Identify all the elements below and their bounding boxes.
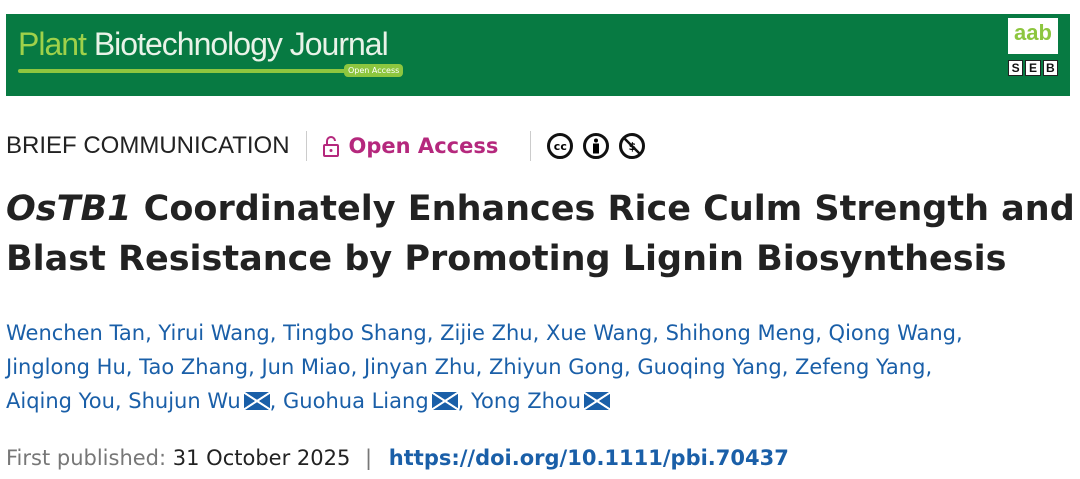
author-link[interactable]: Tingbo Shang <box>283 321 427 345</box>
cc-icon[interactable]: cc <box>547 133 574 159</box>
unlock-icon <box>322 136 339 157</box>
mail-icon[interactable] <box>243 392 270 410</box>
mail-icon[interactable] <box>584 392 611 410</box>
author-link[interactable]: Tao Zhang <box>139 355 249 379</box>
open-access-tag: Open Access <box>344 64 404 77</box>
author-link[interactable]: Shujun Wu <box>128 389 241 413</box>
open-access-label[interactable]: Open Access <box>322 134 498 158</box>
author-link[interactable]: Aiqing You <box>6 389 115 413</box>
author-link[interactable]: Jinyan Zhu <box>363 355 476 379</box>
author-link[interactable]: Yirui Wang <box>158 321 270 345</box>
nc-icon[interactable]: $ <box>619 133 646 159</box>
author-link[interactable]: Jinglong Hu <box>6 355 126 379</box>
author-link[interactable]: Guoqing Yang <box>637 355 782 379</box>
author-link[interactable]: Zefeng Yang <box>795 355 926 379</box>
publish-date: 31 October 2025 <box>172 446 351 470</box>
author-link[interactable]: Wenchen Tan <box>6 321 146 345</box>
article-type: BRIEF COMMUNICATION <box>6 132 290 159</box>
journal-title: Plant Biotechnology Journal <box>18 26 389 62</box>
author-link[interactable]: Yong Zhou <box>471 389 582 413</box>
author-link[interactable]: Zhiyun Gong <box>488 355 624 379</box>
by-icon[interactable] <box>583 133 610 159</box>
journal-banner[interactable]: Plant Biotechnology Journal Open Access … <box>6 14 1070 96</box>
aab-logo: aab <box>1008 18 1058 54</box>
author-link[interactable]: Jun Miao <box>261 355 351 379</box>
article-meta: BRIEF COMMUNICATION Open Access cc $ <box>6 131 646 161</box>
author-link[interactable]: Shihong Meng <box>665 321 816 345</box>
divider <box>305 131 307 161</box>
divider <box>530 131 532 161</box>
article-title: OsTB1 Coordinately Enhances Rice Culm St… <box>6 189 1075 279</box>
banner-bar <box>18 69 348 73</box>
license-icons[interactable]: cc $ <box>547 133 646 159</box>
author-link[interactable]: Guohua Liang <box>283 389 429 413</box>
doi-link[interactable]: https://doi.org/10.1111/pbi.70437 <box>388 446 789 470</box>
author-link[interactable]: Qiong Wang <box>828 321 957 345</box>
author-list: Wenchen Tan, Yirui Wang, Tingbo Shang, Z… <box>6 321 963 413</box>
mail-icon[interactable] <box>431 392 458 410</box>
author-link[interactable]: Xue Wang <box>545 321 653 345</box>
author-link[interactable]: Zijie Zhu <box>440 321 533 345</box>
publication-info: First published: 31 October 2025 | https… <box>6 446 789 470</box>
